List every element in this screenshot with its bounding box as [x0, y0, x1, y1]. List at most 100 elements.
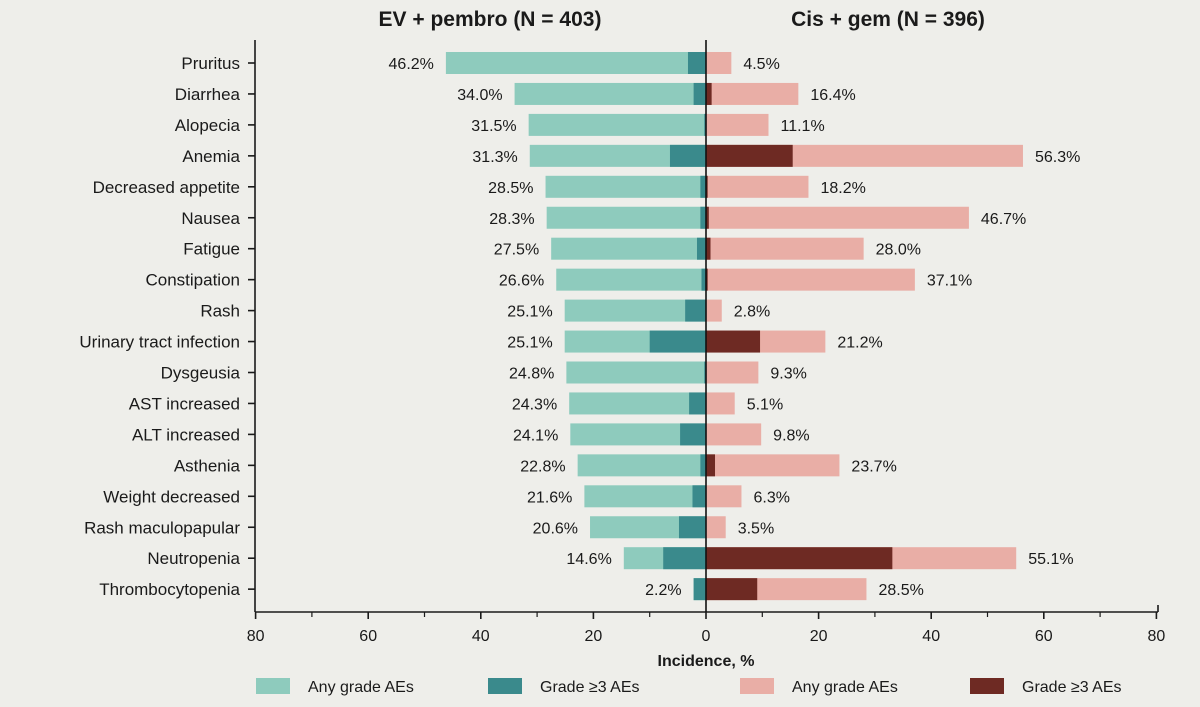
left-value-label-5: 28.3%	[489, 211, 534, 228]
x-tick-label-2: 40	[472, 628, 490, 645]
bar-left-grade3-10	[704, 361, 706, 384]
bar-left-any-12	[570, 423, 706, 446]
value-labels: 46.2% 4.5% 34.0% 16.4% 31.5% 11.1% 31.3% 56.3% 2…	[389, 56, 1081, 599]
bar-right-any-14	[706, 485, 742, 508]
left-value-label-11: 24.3%	[512, 396, 557, 413]
bar-right-grade3-6	[706, 237, 711, 260]
category-label-5: Nausea	[181, 209, 240, 228]
x-tick-label-0: 80	[247, 628, 265, 645]
legend-swatch-0	[256, 678, 290, 694]
bar-right-grade3-13	[706, 454, 716, 477]
bar-right-any-1	[706, 82, 799, 105]
right-group-title: Cis + gem (N = 396)	[791, 8, 985, 31]
x-tick-label-4: 0	[702, 628, 711, 645]
bar-right-any-13	[706, 454, 840, 477]
left-value-label-2: 31.5%	[471, 118, 516, 135]
bar-right-any-15	[706, 516, 726, 539]
left-value-label-9: 25.1%	[507, 335, 552, 352]
left-value-label-4: 28.5%	[488, 180, 533, 197]
right-value-label-2: 11.1%	[780, 118, 824, 135]
x-axis-title: Incidence, %	[658, 653, 755, 670]
bar-left-any-1	[514, 82, 706, 105]
category-label-11: AST increased	[129, 394, 240, 413]
left-value-label-15: 20.6%	[533, 520, 578, 537]
legend: Any grade AEs Grade ≥3 AEs Any grade AEs Gr…	[256, 678, 1122, 696]
legend-label-1: Grade ≥3 AEs	[540, 679, 640, 696]
right-value-label-7: 37.1%	[927, 273, 972, 290]
x-tick-label-3: 20	[585, 628, 603, 645]
category-labels: Pruritus Diarrhea Alopecia Anemia Decreased …	[79, 54, 240, 599]
bar-left-grade3-1	[693, 82, 706, 105]
category-label-1: Diarrhea	[175, 85, 241, 104]
left-value-label-17: 2.2%	[645, 582, 681, 599]
bar-left-any-10	[566, 361, 706, 384]
bar-left-any-8	[564, 299, 706, 322]
bar-right-grade3-7	[706, 268, 708, 291]
bar-left-grade3-5	[700, 206, 706, 229]
left-value-label-3: 31.3%	[472, 149, 517, 166]
legend-label-0: Any grade AEs	[308, 679, 414, 696]
bar-right-grade3-9	[706, 330, 761, 353]
right-value-label-4: 18.2%	[820, 180, 865, 197]
bar-right-grade3-17	[706, 578, 758, 601]
bar-right-any-12	[706, 423, 762, 446]
category-label-2: Alopecia	[175, 116, 241, 135]
bar-left-any-4	[545, 175, 706, 198]
category-label-10: Dysgeusia	[161, 364, 241, 383]
category-label-0: Pruritus	[181, 54, 240, 73]
left-value-label-16: 14.6%	[566, 551, 611, 568]
right-value-label-14: 6.3%	[753, 489, 789, 506]
right-value-label-11: 5.1%	[747, 396, 783, 413]
bar-right-grade3-4	[706, 175, 708, 198]
category-label-7: Constipation	[145, 271, 240, 290]
left-value-label-10: 24.8%	[509, 366, 554, 383]
bars-layer	[445, 52, 1023, 601]
legend-label-3: Grade ≥3 AEs	[1022, 679, 1122, 696]
right-value-label-1: 16.4%	[810, 87, 855, 104]
bar-left-grade3-7	[701, 268, 706, 291]
right-value-label-16: 55.1%	[1028, 551, 1073, 568]
bar-left-grade3-2	[704, 113, 706, 136]
left-value-label-14: 21.6%	[527, 489, 572, 506]
bar-left-any-3	[529, 144, 706, 167]
left-group-title: EV + pembro (N = 403)	[379, 8, 602, 31]
right-value-label-12: 9.8%	[773, 427, 809, 444]
bar-left-grade3-3	[669, 144, 706, 167]
left-value-label-0: 46.2%	[389, 56, 434, 73]
x-tick-label-6: 40	[922, 628, 940, 645]
left-value-label-6: 27.5%	[494, 242, 539, 259]
bar-left-any-15	[590, 516, 706, 539]
bar-left-any-13	[577, 454, 706, 477]
right-value-label-0: 4.5%	[743, 56, 779, 73]
category-label-17: Thrombocytopenia	[99, 580, 240, 599]
bar-right-grade3-5	[706, 206, 709, 229]
category-label-13: Asthenia	[174, 456, 241, 475]
x-tick-label-5: 20	[810, 628, 828, 645]
bar-left-any-7	[556, 268, 706, 291]
bar-right-any-11	[706, 392, 735, 415]
legend-label-2: Any grade AEs	[792, 679, 898, 696]
bar-left-grade3-14	[692, 485, 706, 508]
bar-right-any-10	[706, 361, 759, 384]
bar-right-any-0	[706, 52, 732, 74]
left-value-label-13: 22.8%	[520, 458, 565, 475]
right-value-label-5: 46.7%	[981, 211, 1026, 228]
right-value-label-15: 3.5%	[738, 520, 774, 537]
right-value-label-17: 28.5%	[878, 582, 923, 599]
right-value-label-13: 23.7%	[851, 458, 896, 475]
category-label-16: Neutropenia	[147, 549, 240, 568]
bar-left-grade3-4	[700, 175, 706, 198]
bar-right-any-5	[706, 206, 969, 229]
x-tick-label-1: 60	[359, 628, 377, 645]
legend-swatch-3	[970, 678, 1004, 694]
left-value-label-12: 24.1%	[513, 427, 558, 444]
right-value-label-6: 28.0%	[876, 242, 921, 259]
bar-right-grade3-16	[706, 547, 893, 570]
bar-right-any-8	[706, 299, 722, 322]
legend-swatch-2	[740, 678, 774, 694]
bar-left-any-6	[551, 237, 706, 260]
bar-left-any-11	[569, 392, 706, 415]
bar-left-grade3-16	[663, 547, 706, 570]
bar-left-any-14	[584, 485, 706, 508]
category-label-9: Urinary tract infection	[79, 333, 240, 352]
